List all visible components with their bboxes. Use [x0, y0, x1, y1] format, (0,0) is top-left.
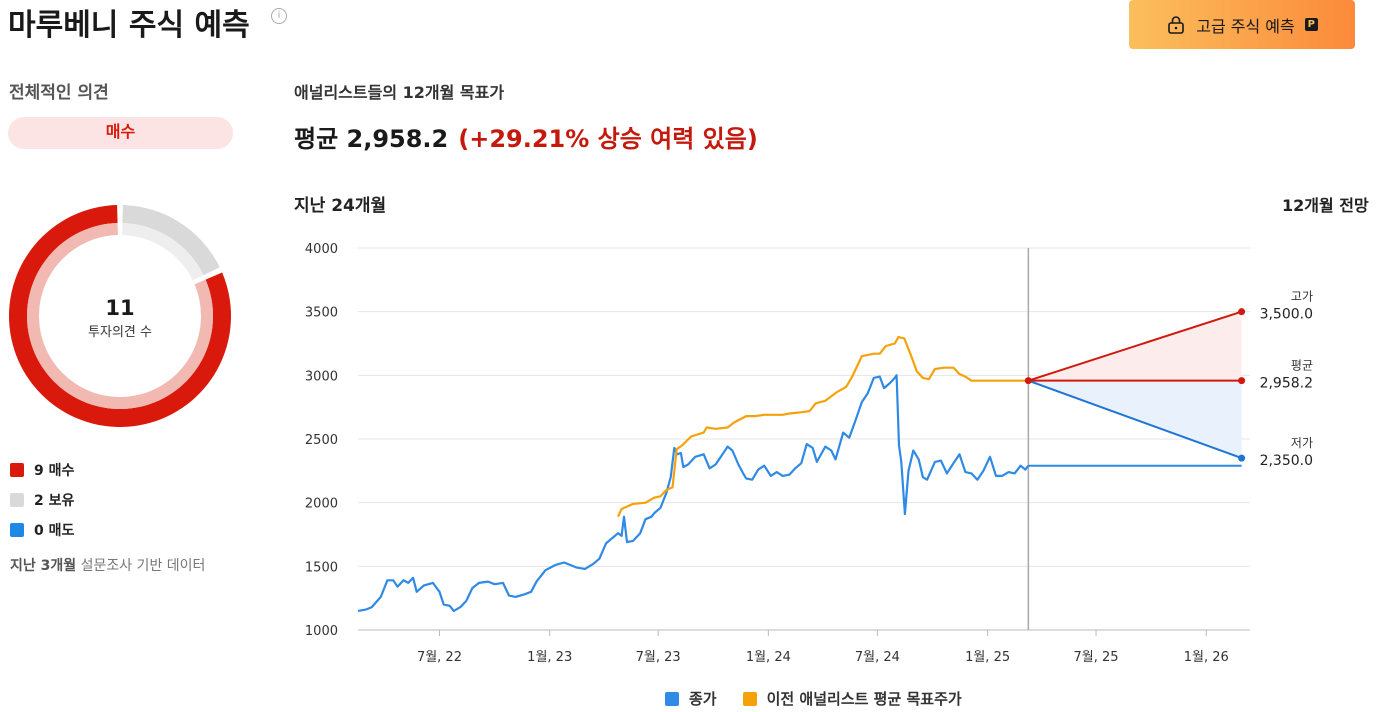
overall-opinion-label: 전체적인 의견	[9, 83, 109, 103]
past-period-label: 지난 24개월	[294, 196, 387, 216]
close-price-line	[357, 374, 1030, 613]
analyst-count-caption: 투자의견 수	[88, 325, 152, 340]
donut-center: 11 투자의견 수	[9, 295, 231, 340]
x-tick-label: 1월, 24	[746, 650, 791, 665]
analyst-target-label: 애널리스트들의 12개월 목표가	[294, 83, 505, 102]
premium-button-label: 고급 주식 예측	[1196, 16, 1295, 36]
chart-legend: 종가 이전 애널리스트 평균 목표주가	[665, 688, 962, 709]
premium-badge-icon: P	[1304, 18, 1318, 31]
average-target-value: 평균 2,958.2	[294, 125, 449, 153]
premium-forecast-button[interactable]: 고급 주식 예측 P	[1129, 0, 1355, 49]
donut-hold-inner	[122, 223, 204, 281]
forecast-average-dot	[1238, 377, 1246, 385]
forecast-low-value: 2,350.0	[1260, 453, 1313, 469]
lock-icon	[1168, 15, 1185, 34]
x-tick-label: 1월, 26	[1184, 650, 1229, 665]
hold-swatch	[10, 493, 24, 507]
page-title: 마루베니 주식 예측	[8, 8, 250, 43]
y-tick-label: 2500	[305, 433, 338, 448]
donut-hold-segment	[122, 205, 220, 276]
close-swatch	[665, 691, 679, 706]
y-tick-label: 3000	[305, 369, 338, 384]
legend-target-label: 이전 애널리스트 평균 목표주가	[766, 690, 962, 708]
y-tick-label: 1500	[305, 560, 338, 575]
x-tick-label: 1월, 23	[527, 650, 572, 665]
legend-buy-label: 9 매수	[34, 463, 75, 479]
forecast-high-value: 3,500.0	[1260, 307, 1313, 323]
outlook-label: 12개월 전망	[1282, 196, 1369, 215]
legend-sell: 0 매도	[10, 515, 74, 545]
analyst-target-line	[617, 336, 1029, 518]
survey-note: 지난 3개월 설문조사 기반 데이터	[10, 555, 205, 575]
forecast-average-value: 2,958.2	[1260, 376, 1313, 392]
info-icon[interactable]: i	[271, 8, 287, 24]
legend-sell-label: 0 매도	[34, 523, 75, 539]
legend-hold: 2 보유	[10, 485, 74, 515]
rating-legend: 9 매수 2 보유 0 매도	[10, 455, 74, 545]
consensus-rating-badge: 매수	[8, 117, 233, 149]
legend-close-label: 종가	[689, 690, 717, 708]
legend-close: 종가	[665, 688, 717, 709]
y-tick-label: 1000	[305, 624, 338, 639]
upside-text: (+29.21% 상승 여력 있음)	[458, 125, 758, 153]
forecast-low-dot	[1238, 454, 1246, 462]
x-tick-label: 7월, 23	[636, 650, 681, 665]
x-tick-label: 1월, 25	[965, 650, 1010, 665]
forecast-low-line	[1028, 379, 1242, 460]
forecast-high-dot	[1238, 308, 1246, 316]
forecast-average-caption: 평균	[1291, 359, 1313, 373]
legend-buy: 9 매수	[10, 455, 74, 485]
target-swatch	[742, 691, 757, 706]
sell-swatch	[10, 523, 24, 537]
y-tick-label: 3500	[305, 306, 338, 321]
legend-target: 이전 애널리스트 평균 목표주가	[742, 688, 962, 709]
x-tick-label: 7월, 25	[1074, 650, 1119, 665]
forecast-high-caption: 고가	[1291, 290, 1313, 304]
forecast-low-caption: 저가	[1291, 436, 1313, 450]
rating-donut-chart	[9, 205, 231, 427]
y-tick-label: 2000	[305, 497, 338, 512]
forecast-start-dot	[1024, 377, 1032, 385]
legend-hold-label: 2 보유	[34, 493, 75, 509]
y-tick-label: 4000	[305, 242, 338, 257]
analyst-count: 11	[105, 296, 135, 320]
x-tick-label: 7월, 24	[855, 650, 900, 665]
average-target: 평균 2,958.2 (+29.21% 상승 여력 있음)	[294, 119, 758, 154]
buy-swatch	[10, 463, 24, 477]
forecast-high-line	[1028, 310, 1242, 382]
price-forecast-chart: 1000 1500 2000 2500 3000 3500 4000 7월, 22 1월, 23…	[305, 242, 1313, 665]
x-tick-label: 7월, 22	[417, 650, 462, 665]
survey-note-text: 설문조사 기반 데이터	[76, 558, 206, 574]
survey-period: 지난 3개월	[10, 558, 77, 574]
